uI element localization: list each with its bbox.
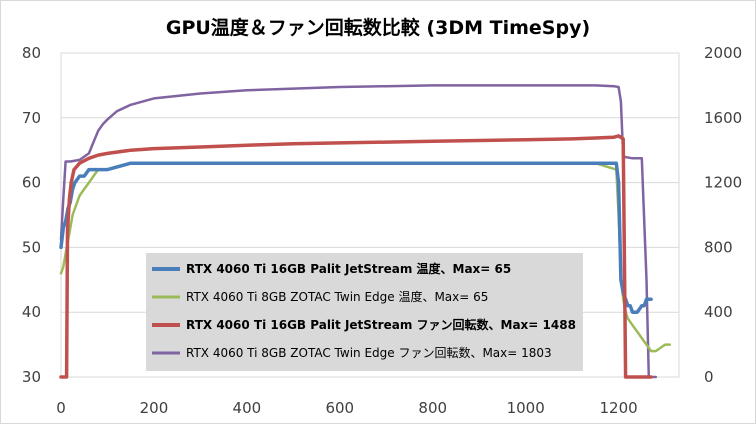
x-tick-label-600: 600 bbox=[325, 399, 354, 417]
y2-tick-label-0: 0 bbox=[704, 368, 714, 386]
y2-tick-label-1200: 1200 bbox=[704, 174, 742, 192]
legend-label-1: RTX 4060 Ti 8GB ZOTAC Twin Edge 温度、Max= … bbox=[186, 289, 488, 304]
y-tick-label-40: 40 bbox=[22, 303, 41, 321]
legend-label-2: RTX 4060 Ti 16GB Palit JetStream ファン回転数、… bbox=[186, 317, 576, 332]
x-tick-label-800: 800 bbox=[418, 399, 447, 417]
series-line-2 bbox=[59, 134, 653, 379]
x-tick-label-200: 200 bbox=[140, 399, 169, 417]
legend-items: RTX 4060 Ti 16GB Palit JetStream 温度、Max=… bbox=[152, 261, 576, 360]
legend-background bbox=[146, 253, 583, 371]
series-lines bbox=[59, 84, 671, 379]
legend-label-3: RTX 4060 Ti 8GB ZOTAC Twin Edge ファン回転数、M… bbox=[186, 345, 552, 360]
chart-title: GPU温度＆ファン回転数比較 (3DM TimeSpy) bbox=[166, 16, 590, 39]
x-tick-label-1000: 1000 bbox=[507, 399, 545, 417]
y2-tick-label-1600: 1600 bbox=[704, 109, 742, 127]
y-tick-label-50: 50 bbox=[22, 238, 41, 256]
x-tick-label-0: 0 bbox=[56, 399, 66, 417]
series-line-3 bbox=[59, 84, 658, 379]
y-tick-label-70: 70 bbox=[22, 109, 41, 127]
legend-label-0: RTX 4060 Ti 16GB Palit JetStream 温度、Max=… bbox=[186, 261, 511, 276]
y2-tick-label-400: 400 bbox=[704, 303, 733, 321]
x-tick-label-400: 400 bbox=[233, 399, 262, 417]
y2-tick-label-2000: 2000 bbox=[704, 44, 742, 62]
legend: RTX 4060 Ti 16GB Palit JetStream 温度、Max=… bbox=[146, 253, 583, 371]
y-tick-label-30: 30 bbox=[22, 368, 41, 386]
y-tick-label-60: 60 bbox=[22, 174, 41, 192]
y2-tick-label-800: 800 bbox=[704, 238, 733, 256]
series-line-0 bbox=[59, 161, 653, 314]
y-tick-label-80: 80 bbox=[22, 44, 41, 62]
x-tick-label-1200: 1200 bbox=[600, 399, 638, 417]
